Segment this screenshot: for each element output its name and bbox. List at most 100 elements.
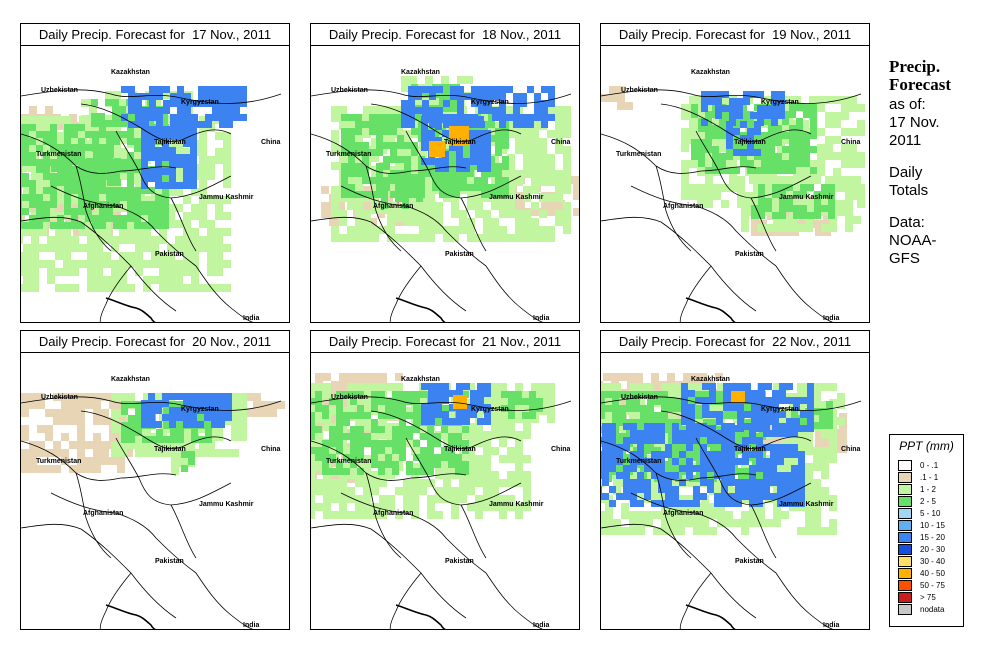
precip-area	[747, 167, 754, 174]
precip-area	[362, 170, 369, 177]
precip-area	[441, 405, 448, 412]
precip-area	[103, 276, 111, 284]
precip-area	[78, 138, 85, 145]
precip-area	[63, 260, 71, 268]
precip-area	[623, 479, 630, 486]
precip-area	[71, 222, 78, 229]
precip-area	[515, 138, 523, 146]
precip-area	[845, 200, 853, 208]
precip-area	[376, 142, 383, 149]
precip-area	[31, 276, 39, 284]
precip-area	[471, 93, 478, 100]
precip-area	[315, 454, 322, 461]
precip-area	[135, 100, 142, 107]
map-label-jammu: Jammu Kashmir	[779, 194, 834, 201]
precip-area	[817, 144, 825, 152]
precip-area	[745, 433, 752, 440]
precip-area	[752, 461, 759, 468]
precip-area	[175, 220, 183, 228]
precip-area	[355, 479, 363, 487]
precip-area	[198, 436, 205, 443]
precip-area	[348, 170, 355, 177]
precip-area	[357, 468, 364, 475]
precip-area	[155, 421, 162, 428]
precip-area	[539, 154, 547, 162]
precip-area	[665, 479, 672, 486]
precip-area	[223, 172, 231, 180]
precip-area	[828, 205, 835, 212]
precip-area	[240, 114, 247, 121]
precip-area	[449, 390, 456, 397]
precip-area	[215, 449, 223, 457]
precip-area	[95, 244, 103, 252]
precip-area	[371, 471, 379, 479]
precip-area	[435, 411, 442, 418]
precip-area	[93, 165, 100, 172]
precip-area	[602, 458, 609, 465]
precip-area	[647, 391, 654, 398]
precip-area	[106, 187, 113, 194]
precip-area	[442, 397, 449, 404]
precip-area	[602, 465, 609, 472]
precip-area	[231, 417, 239, 425]
precip-area	[170, 429, 177, 436]
precip-area	[336, 412, 343, 419]
precip-area	[515, 431, 523, 439]
precip-area	[740, 160, 747, 167]
precip-area	[199, 164, 207, 172]
precip-area	[390, 149, 397, 156]
precip-area	[363, 373, 371, 381]
precip-area	[347, 178, 355, 186]
precip-area	[50, 222, 57, 229]
precip-area	[315, 487, 323, 495]
precip-area	[805, 495, 813, 503]
precip-area	[770, 472, 777, 479]
precip-area	[777, 430, 784, 437]
precip-area	[515, 511, 523, 519]
precip-area	[198, 121, 205, 128]
precip-area	[53, 417, 61, 425]
precip-area	[22, 159, 29, 166]
precip-area	[69, 409, 77, 417]
precip-area	[397, 114, 404, 121]
precip-area	[128, 422, 135, 429]
precip-area	[651, 423, 658, 430]
country-border	[750, 197, 777, 252]
precip-area	[547, 226, 555, 234]
precip-area	[601, 511, 605, 519]
precip-area	[557, 200, 565, 208]
precip-area	[392, 468, 399, 475]
precip-area	[420, 447, 427, 454]
precip-area	[813, 447, 821, 455]
precip-area	[685, 519, 693, 527]
precip-area	[771, 105, 778, 112]
precip-area	[413, 419, 420, 426]
precip-area	[527, 114, 534, 121]
precip-area	[435, 218, 443, 226]
precip-area	[176, 126, 183, 133]
precip-area	[347, 511, 355, 519]
precip-area	[483, 226, 491, 234]
precip-area	[761, 139, 768, 146]
precip-area	[183, 140, 190, 147]
precip-area	[350, 440, 357, 447]
precip-area	[362, 142, 369, 149]
precip-area	[89, 107, 97, 115]
precip-area	[477, 165, 484, 172]
precip-area	[406, 433, 413, 440]
precip-area	[218, 414, 225, 421]
precip-area	[475, 194, 483, 202]
precip-area	[112, 99, 119, 106]
precip-area	[821, 527, 829, 535]
precip-area	[721, 136, 729, 144]
precip-area	[43, 187, 50, 194]
precip-area	[347, 407, 355, 415]
precip-area	[114, 158, 121, 165]
precip-area	[698, 160, 705, 167]
precip-area	[743, 91, 750, 98]
precip-area	[107, 165, 114, 172]
precip-area	[100, 158, 107, 165]
precip-area	[61, 457, 69, 465]
precip-area	[815, 220, 823, 228]
precip-area	[331, 138, 339, 146]
